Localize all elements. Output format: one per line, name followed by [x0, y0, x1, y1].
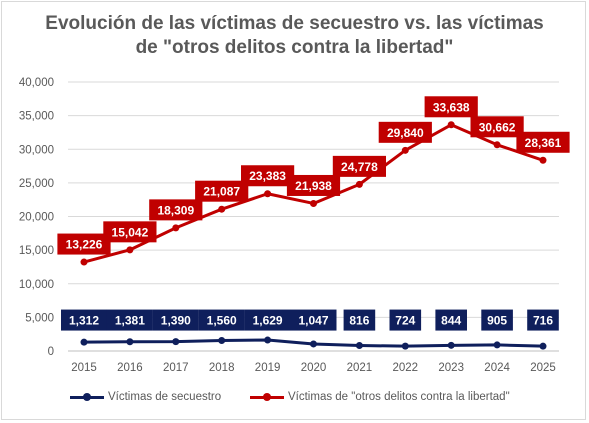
data-point — [80, 258, 88, 266]
data-point — [172, 224, 180, 232]
data-point — [126, 338, 134, 346]
data-label-box — [241, 165, 295, 187]
y-tick-label: 30,000 — [19, 144, 54, 156]
data-label-box — [198, 309, 245, 331]
x-tick-label: 2017 — [163, 362, 189, 374]
data-point — [172, 338, 180, 346]
x-tick-label: 2016 — [117, 362, 143, 374]
data-label: 1,312 — [69, 314, 99, 328]
data-label: 816 — [349, 314, 369, 328]
data-point — [539, 342, 547, 350]
data-point — [355, 342, 363, 350]
data-label-box — [378, 121, 432, 143]
data-label-box — [149, 199, 203, 221]
chart-legend: Víctimas de secuestro Víctimas de "otros… — [0, 389, 589, 405]
data-label-box — [103, 221, 157, 243]
data-label-box — [106, 309, 153, 331]
legend-label-secuestro: Víctimas de secuestro — [108, 391, 222, 403]
data-label: 13,226 — [66, 238, 103, 252]
x-tick-label: 2021 — [347, 362, 373, 374]
data-point — [539, 156, 547, 164]
x-tick-label: 2025 — [530, 362, 556, 374]
x-tick-label: 2019 — [255, 362, 281, 374]
y-tick-label: 40,000 — [19, 77, 54, 89]
data-label: 21,087 — [203, 185, 240, 199]
data-point — [355, 180, 363, 188]
x-tick-label: 2022 — [393, 362, 419, 374]
data-point — [447, 341, 455, 349]
data-label-box — [516, 131, 570, 153]
data-label: 23,383 — [249, 169, 286, 183]
data-label: 28,361 — [525, 136, 562, 150]
data-label-box — [286, 174, 341, 196]
data-label-box — [343, 309, 376, 331]
data-label: 33,638 — [433, 100, 470, 114]
data-point — [80, 338, 88, 346]
data-label-box — [435, 309, 467, 331]
data-label-box — [61, 309, 107, 331]
data-label-box — [470, 116, 524, 138]
data-label: 1,390 — [161, 314, 191, 328]
y-tick-label: 5,000 — [25, 312, 54, 324]
x-tick-label: 2018 — [209, 362, 235, 374]
chart-title: Evolución de las víctimas de secuestro v… — [0, 12, 589, 60]
data-label: 21,938 — [295, 179, 332, 193]
y-tick-label: 0 — [48, 346, 54, 358]
data-label: 18,309 — [157, 203, 194, 217]
y-tick-label: 10,000 — [19, 279, 54, 291]
legend-item-secuestro: Víctimas de secuestro — [70, 389, 221, 405]
data-point — [493, 141, 501, 149]
data-point — [126, 246, 134, 254]
data-label: 724 — [395, 314, 415, 328]
data-label: 24,778 — [341, 160, 378, 174]
data-label-box — [290, 309, 337, 331]
chart-title-line-2: de "otros delitos contra la libertad" — [135, 37, 454, 58]
legend-label-otros-delitos: Víctimas de "otros delitos contra la lib… — [288, 391, 510, 403]
y-tick-label: 15,000 — [19, 245, 54, 257]
data-label-box — [152, 309, 199, 331]
x-tick-label: 2024 — [484, 362, 510, 374]
data-point — [310, 199, 317, 207]
data-label-box — [481, 309, 513, 331]
data-label-box — [57, 233, 111, 255]
x-tick-label: 2023 — [438, 362, 464, 374]
data-label-box — [389, 309, 422, 331]
data-label: 1,629 — [253, 314, 283, 328]
data-point — [493, 341, 501, 349]
y-tick-label: 25,000 — [19, 178, 54, 190]
legend-swatch-secuestro — [70, 389, 104, 405]
data-point — [447, 121, 455, 129]
data-point — [401, 342, 409, 350]
data-point — [264, 336, 272, 344]
legend-item-otros-delitos: Víctimas de "otros delitos contra la lib… — [250, 389, 510, 405]
data-label-box — [195, 180, 249, 202]
data-point — [218, 337, 226, 345]
y-tick-label: 20,000 — [19, 212, 54, 224]
data-label-box — [244, 309, 291, 331]
y-tick-label: 35,000 — [19, 111, 54, 123]
data-label: 844 — [441, 314, 461, 328]
data-point — [401, 146, 409, 154]
data-label-box — [527, 309, 559, 331]
data-label-box — [332, 155, 386, 177]
data-point — [264, 190, 272, 198]
data-point — [218, 205, 226, 213]
legend-swatch-otros-delitos — [250, 389, 284, 405]
x-tick-label: 2015 — [71, 362, 97, 374]
data-point — [310, 340, 317, 348]
data-label: 1,560 — [207, 314, 237, 328]
data-label: 15,042 — [112, 225, 149, 239]
data-label: 716 — [533, 314, 553, 328]
x-tick-label: 2020 — [301, 362, 327, 374]
data-label-box — [424, 96, 478, 118]
data-label: 1,047 — [298, 314, 328, 328]
data-label: 29,840 — [387, 126, 424, 140]
data-label: 1,381 — [115, 314, 145, 328]
chart-title-line-1: Evolución de las víctimas de secuestro v… — [45, 13, 544, 34]
data-label: 905 — [487, 314, 507, 328]
data-label: 30,662 — [479, 120, 516, 134]
